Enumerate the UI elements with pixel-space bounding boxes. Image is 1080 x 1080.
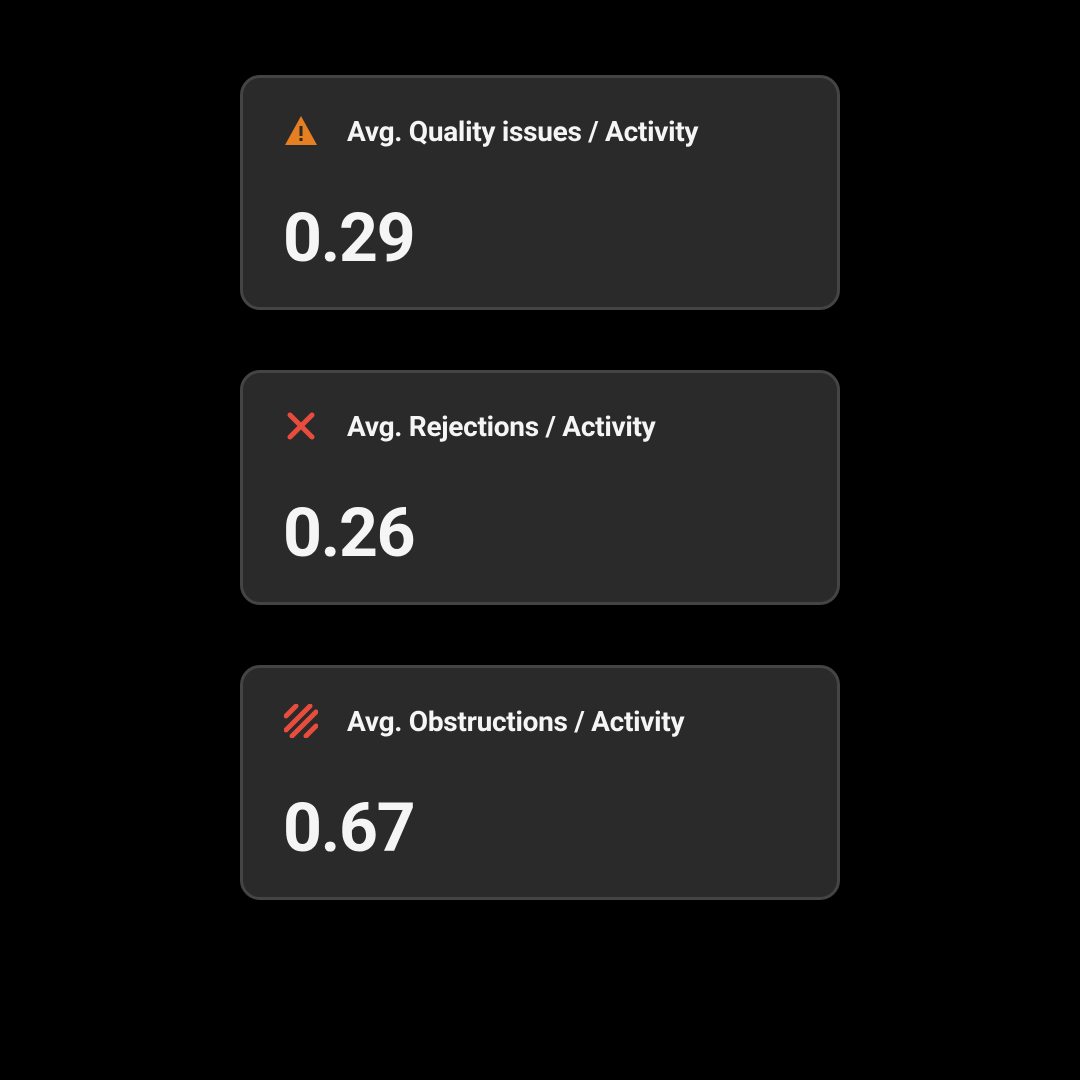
card-value: 0.67 [283,794,797,862]
metric-card-rejections: Avg. Rejections / Activity 0.26 [240,370,840,605]
card-title: Avg. Quality issues / Activity [347,115,698,148]
card-header: Avg. Rejections / Activity [283,408,797,444]
warning-triangle-icon [283,113,319,149]
x-cross-icon [283,408,319,444]
card-value: 0.26 [283,499,797,567]
card-title: Avg. Rejections / Activity [347,410,656,443]
metric-card-quality-issues: Avg. Quality issues / Activity 0.29 [240,75,840,310]
metric-card-obstructions: Avg. Obstructions / Activity 0.67 [240,665,840,900]
card-value: 0.29 [283,204,797,272]
diagonal-stripes-icon [283,703,319,739]
card-header: Avg. Obstructions / Activity [283,703,797,739]
card-header: Avg. Quality issues / Activity [283,113,797,149]
card-title: Avg. Obstructions / Activity [347,705,684,738]
